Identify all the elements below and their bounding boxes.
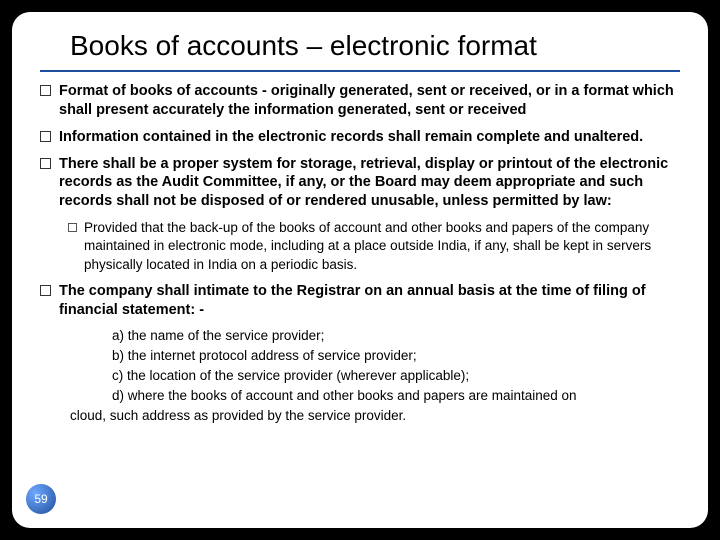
lettered-list: a) the name of the service provider; b) … [112, 327, 680, 425]
bullet-text: The company shall intimate to the Regist… [59, 282, 680, 320]
letter-item-c: c) the location of the service provider … [112, 367, 680, 386]
sub-bullet-text: Provided that the back-up of the books o… [84, 219, 680, 274]
title-underline [40, 70, 680, 72]
bullet-text: Format of books of accounts - originally… [59, 82, 680, 120]
letter-item-b: b) the internet protocol address of serv… [112, 347, 680, 366]
letter-item-d-line2: cloud, such address as provided by the s… [70, 407, 680, 426]
square-bullet-icon [68, 223, 77, 232]
slide-frame: Books of accounts – electronic format Fo… [12, 12, 708, 528]
square-bullet-icon [40, 85, 51, 96]
page-number-badge: 59 [26, 484, 56, 514]
bullet-text: There shall be a proper system for stora… [59, 155, 680, 212]
square-bullet-icon [40, 131, 51, 142]
bullet-item: Information contained in the electronic … [40, 128, 680, 147]
square-bullet-icon [40, 285, 51, 296]
bullet-item: There shall be a proper system for stora… [40, 155, 680, 212]
sub-bullet-item: Provided that the back-up of the books o… [68, 219, 680, 274]
bullet-item: Format of books of accounts - originally… [40, 82, 680, 120]
letter-item-a: a) the name of the service provider; [112, 327, 680, 346]
slide-title: Books of accounts – electronic format [70, 30, 680, 62]
page-number: 59 [34, 492, 47, 506]
bullet-item: The company shall intimate to the Regist… [40, 282, 680, 320]
square-bullet-icon [40, 158, 51, 169]
letter-item-d-line1: d) where the books of account and other … [112, 387, 680, 406]
bullet-text: Information contained in the electronic … [59, 128, 643, 147]
